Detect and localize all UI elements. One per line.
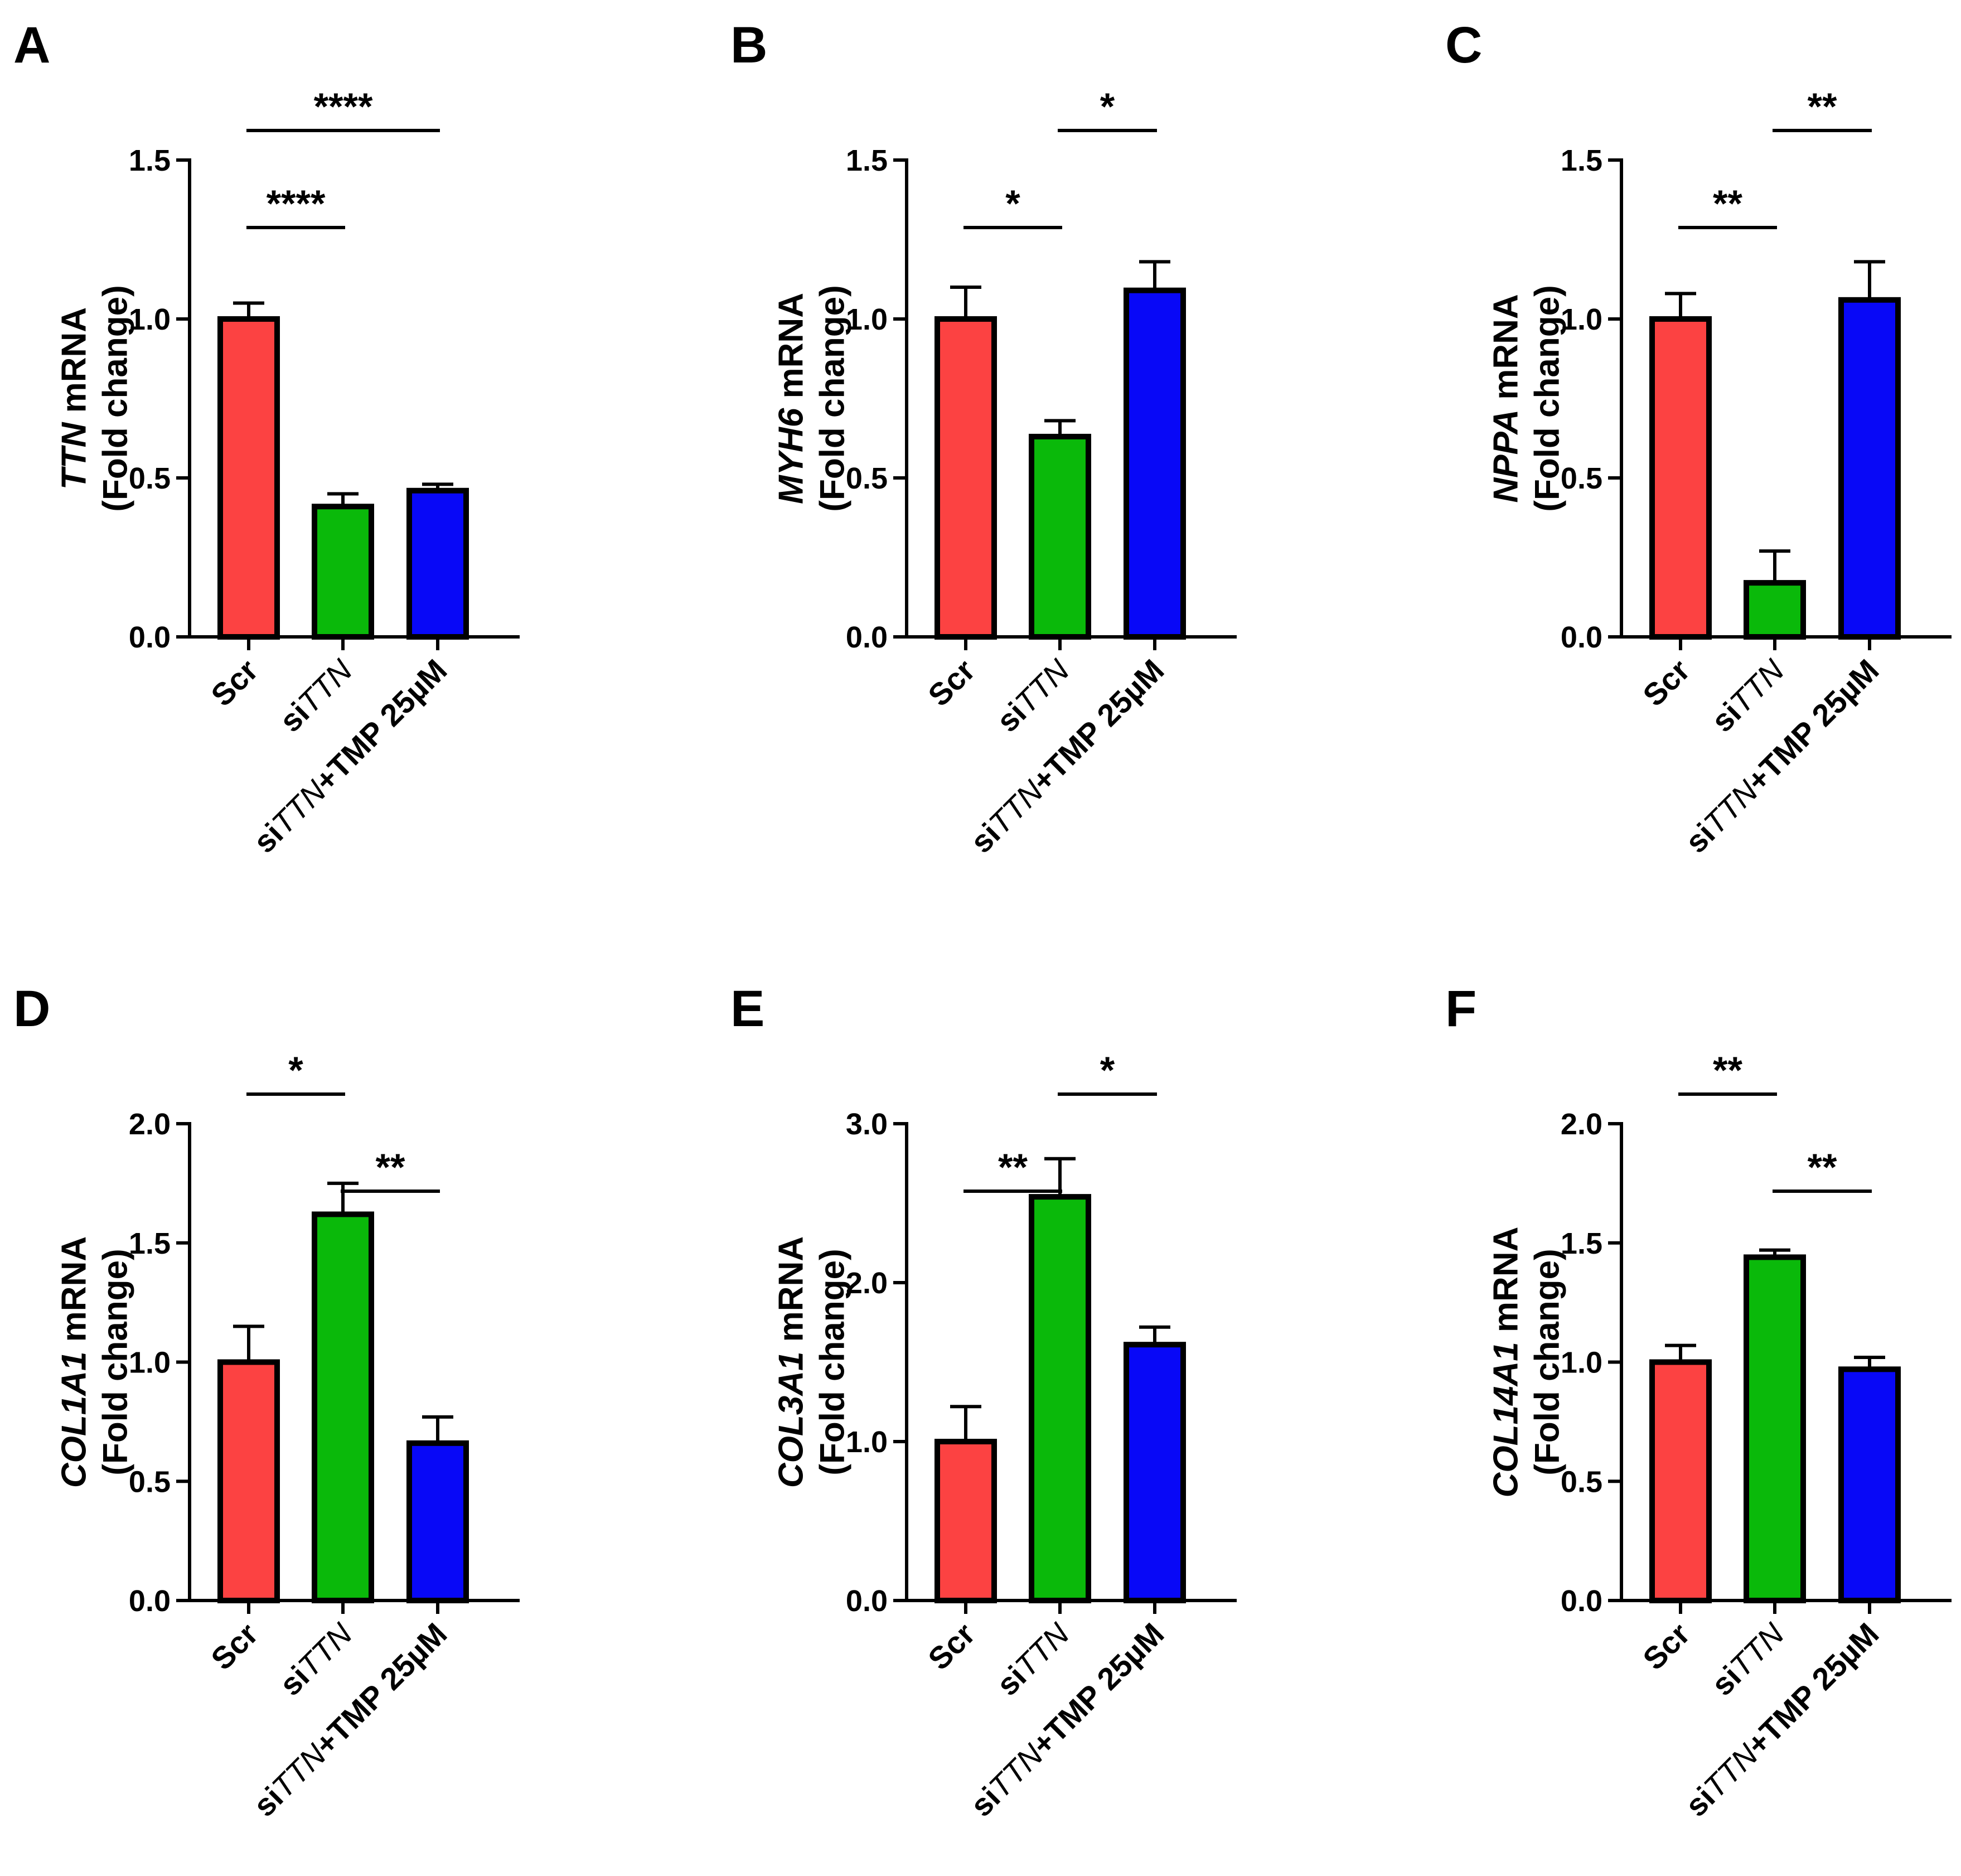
panel-c-bar-2	[1744, 580, 1806, 640]
panel-e-sig-label: *	[1100, 1049, 1115, 1091]
panel-b-bar-1	[934, 316, 997, 640]
panel-c-xlabel-1: Scr	[1636, 652, 1696, 713]
panel-d-sig-label: *	[288, 1049, 303, 1091]
panel-b-ylabel: MYH6 mRNA(Fold change)	[772, 285, 851, 511]
panel-b: B MYH6 mRNA(Fold change) 0.0 0.5 1.0 1.5 Scrsi…	[730, 17, 1237, 859]
panel-a-ytick-label: 0.0	[129, 621, 171, 654]
panel-e-bar-1	[934, 1439, 997, 1603]
panel-f-ytick-label: 2.0	[1561, 1108, 1602, 1141]
panel-c-ytick-label: 1.5	[1561, 144, 1602, 177]
panel-a: A TTN mRNA(Fold change) 0.0 0.5 1.0 1.5 ScrsiT…	[13, 17, 520, 859]
panel-e-xlabel-2: siTTN	[990, 1616, 1076, 1703]
panel-a-sig-label: ****	[314, 85, 373, 128]
panel-e-ylabel: COL3A1 mRNA(Fold change)	[772, 1236, 851, 1488]
panel-d-ytick-label: 1.5	[129, 1227, 171, 1260]
panel-d-ytick-label: 0.0	[129, 1584, 171, 1618]
panel-d-ytick-label: 2.0	[129, 1108, 171, 1141]
panel-d: D COL1A1 mRNA(Fold change) 0.0 0.5 1.0 1.5 2.0…	[13, 980, 520, 1823]
panel-a-xlabel-2: siTTN	[273, 652, 359, 739]
panel-c-bar-1	[1649, 316, 1712, 640]
panel-d-xlabel-1: Scr	[204, 1616, 264, 1676]
panel-a-sig-label: ****	[267, 182, 326, 225]
panel-d-ytick-label: 1.0	[129, 1346, 171, 1380]
panel-f-xlabel-2: siTTN	[1705, 1616, 1791, 1703]
panel-f-bar-1	[1649, 1359, 1712, 1603]
panel-c: C NPPA mRNA(Fold change) 0.0 0.5 1.0 1.5 Scrsi…	[1445, 17, 1952, 859]
panel-c-sig-label: **	[1808, 85, 1837, 128]
panel-a-ytick-label: 0.5	[129, 462, 171, 495]
panel-b-xlabel-2: siTTN	[990, 652, 1076, 739]
panel-e-ytick-label: 3.0	[846, 1108, 888, 1141]
panel-c-ylabel: NPPA mRNA(Fold change)	[1487, 285, 1566, 511]
panel-a-ylabel: TTN mRNA(Fold change)	[55, 285, 134, 511]
panel-f-ytick-label: 0.5	[1561, 1465, 1602, 1498]
panel-e-ytick-label: 2.0	[846, 1266, 888, 1300]
panel-b-xlabel-1: Scr	[921, 652, 981, 713]
panel-f-bar-2	[1744, 1254, 1806, 1603]
panel-f-ylabel: COL14A1 mRNA(Fold change)	[1487, 1227, 1566, 1498]
panel-c-xlabel-2: siTTN	[1705, 652, 1791, 739]
panel-c-sig-label: **	[1713, 182, 1742, 225]
panel-e-xlabel-1: Scr	[921, 1616, 981, 1676]
panel-a-ytick-label: 1.5	[129, 144, 171, 177]
panel-d-ytick-label: 0.5	[129, 1465, 171, 1498]
panel-f-ytick-label: 0.0	[1561, 1584, 1602, 1618]
panel-d-bar-2	[312, 1211, 374, 1603]
panel-b-bar-2	[1029, 433, 1091, 640]
panel-e-bar-3	[1124, 1342, 1186, 1604]
panel-c-ytick-label: 1.0	[1561, 303, 1602, 336]
panel-d-sig-label: **	[376, 1146, 405, 1188]
panel-a-letter: A	[13, 17, 50, 74]
panel-b-ytick-label: 0.0	[846, 621, 888, 654]
panel-b-ytick-label: 1.0	[846, 303, 888, 336]
panel-e: E COL3A1 mRNA(Fold change) 0.0 1.0 2.0 3.0 Scr…	[730, 980, 1237, 1823]
panel-b-ytick-label: 0.5	[846, 462, 888, 495]
panel-b-bar-3	[1124, 287, 1186, 640]
panel-a-ytick-label: 1.0	[129, 303, 171, 336]
panel-a-xlabel-1: Scr	[204, 652, 264, 713]
panel-e-bar-2	[1029, 1194, 1091, 1604]
panel-f-sig-label: **	[1713, 1049, 1742, 1091]
panel-d-xlabel-2: siTTN	[273, 1616, 359, 1703]
panel-b-letter: B	[730, 17, 767, 74]
panel-f-bar-3	[1838, 1366, 1901, 1603]
panel-d-letter: D	[13, 980, 50, 1037]
panel-f-sig-label: **	[1808, 1146, 1837, 1188]
panel-e-ytick-label: 1.0	[846, 1425, 888, 1459]
panel-f-xlabel-1: Scr	[1636, 1616, 1696, 1676]
panel-e-ytick-label: 0.0	[846, 1584, 888, 1618]
panel-f: F COL14A1 mRNA(Fold change) 0.0 0.5 1.0 1.5 2.…	[1445, 980, 1952, 1823]
panel-d-ylabel: COL1A1 mRNA(Fold change)	[55, 1236, 134, 1488]
panel-f-ytick-label: 1.0	[1561, 1346, 1602, 1380]
panel-c-ytick-label: 0.0	[1561, 621, 1602, 654]
panel-a-bar-2	[312, 504, 374, 640]
panel-a-bar-1	[217, 316, 280, 640]
panel-e-letter: E	[730, 980, 764, 1037]
panel-b-sig-label: *	[1100, 85, 1115, 128]
panel-b-sig-label: *	[1005, 182, 1020, 225]
panel-b-ytick-label: 1.5	[846, 144, 888, 177]
panel-c-bar-3	[1838, 297, 1901, 640]
panel-a-bar-3	[406, 487, 469, 640]
panel-f-ytick-label: 1.5	[1561, 1227, 1602, 1260]
panel-f-letter: F	[1445, 980, 1476, 1037]
panel-e-sig-label: **	[998, 1146, 1028, 1188]
panel-c-ytick-label: 0.5	[1561, 462, 1602, 495]
panel-d-bar-1	[217, 1359, 280, 1603]
panel-d-bar-3	[406, 1440, 469, 1603]
panel-c-letter: C	[1445, 17, 1482, 74]
